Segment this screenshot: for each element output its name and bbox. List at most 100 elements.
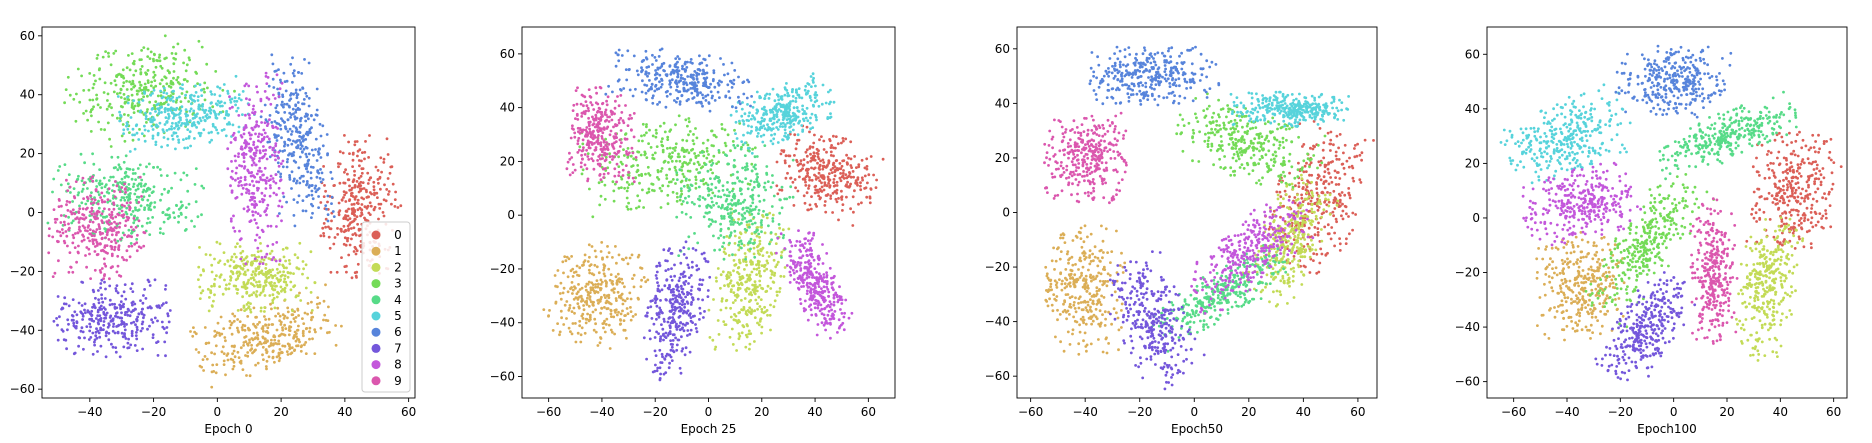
data-point — [675, 159, 678, 163]
y-tick-label: −20 — [10, 264, 35, 278]
data-point — [740, 192, 743, 196]
data-point — [225, 283, 228, 287]
data-point — [382, 161, 386, 164]
data-point — [89, 202, 93, 205]
data-point — [122, 128, 126, 132]
data-point — [271, 298, 275, 302]
data-point — [188, 119, 192, 123]
data-point — [264, 187, 268, 190]
data-point — [77, 301, 81, 305]
data-point — [248, 133, 252, 137]
data-point — [752, 165, 756, 169]
data-point — [128, 234, 132, 238]
data-point — [621, 298, 625, 302]
data-point — [228, 282, 231, 286]
data-point — [252, 143, 256, 147]
data-point — [295, 146, 298, 149]
data-point — [120, 209, 124, 213]
data-point — [127, 228, 131, 232]
data-point — [69, 191, 72, 194]
data-point — [808, 147, 812, 150]
data-point — [198, 364, 202, 368]
data-point — [100, 212, 104, 216]
data-point — [747, 223, 751, 227]
data-point — [706, 187, 710, 191]
data-point — [124, 311, 127, 314]
data-point — [833, 165, 837, 169]
data-point — [251, 195, 255, 199]
data-point — [581, 142, 585, 146]
data-point — [151, 92, 154, 95]
data-point — [359, 174, 363, 178]
data-point — [356, 198, 360, 202]
data-point — [755, 178, 759, 181]
data-point — [762, 209, 765, 213]
data-point — [315, 87, 319, 91]
data-point — [708, 210, 711, 214]
data-point — [619, 294, 623, 297]
data-point — [121, 123, 125, 126]
data-point — [250, 347, 254, 351]
data-point — [750, 169, 754, 173]
data-point — [166, 96, 170, 100]
data-point — [268, 194, 272, 198]
data-point — [218, 94, 222, 98]
data-point — [799, 162, 803, 166]
data-point — [756, 175, 759, 179]
data-point — [733, 242, 737, 245]
data-point — [128, 68, 132, 72]
data-point — [753, 255, 757, 259]
data-point — [603, 306, 606, 309]
data-point — [690, 201, 694, 204]
data-point — [214, 333, 218, 337]
data-point — [599, 297, 603, 301]
data-point — [294, 316, 298, 319]
data-point — [249, 302, 252, 305]
data-point — [252, 322, 255, 326]
data-point — [179, 116, 182, 120]
data-point — [608, 278, 612, 282]
legend-marker-5 — [371, 311, 381, 321]
data-point — [254, 163, 258, 167]
data-point — [757, 182, 761, 186]
data-point — [242, 272, 246, 276]
data-point — [589, 286, 593, 290]
data-point — [744, 345, 748, 349]
data-point — [72, 321, 76, 325]
data-point — [120, 134, 124, 138]
data-point — [262, 341, 266, 345]
data-point — [276, 214, 280, 218]
data-point — [671, 178, 675, 181]
data-point — [558, 333, 561, 337]
data-point — [561, 260, 565, 264]
data-point — [158, 53, 162, 57]
data-point — [278, 270, 282, 274]
data-point — [765, 173, 769, 176]
data-point — [763, 181, 767, 185]
data-point — [687, 120, 691, 124]
data-point — [744, 257, 747, 261]
data-point — [153, 73, 157, 77]
data-point — [675, 173, 679, 177]
data-point — [281, 149, 285, 153]
data-point — [152, 70, 156, 74]
data-point — [272, 256, 275, 259]
data-point — [319, 326, 323, 330]
data-point — [309, 250, 313, 254]
data-point — [277, 292, 281, 295]
data-point — [771, 217, 775, 220]
data-point — [99, 242, 102, 246]
data-point — [330, 219, 333, 223]
data-point — [279, 285, 283, 289]
data-point — [141, 320, 145, 324]
data-point — [666, 138, 670, 142]
data-point — [690, 184, 694, 188]
data-point — [263, 131, 267, 135]
data-point — [775, 263, 779, 266]
data-point — [757, 232, 761, 236]
data-point — [697, 154, 700, 157]
data-point — [95, 336, 99, 340]
data-point — [351, 180, 355, 184]
data-point — [278, 199, 282, 203]
data-point — [753, 230, 757, 234]
